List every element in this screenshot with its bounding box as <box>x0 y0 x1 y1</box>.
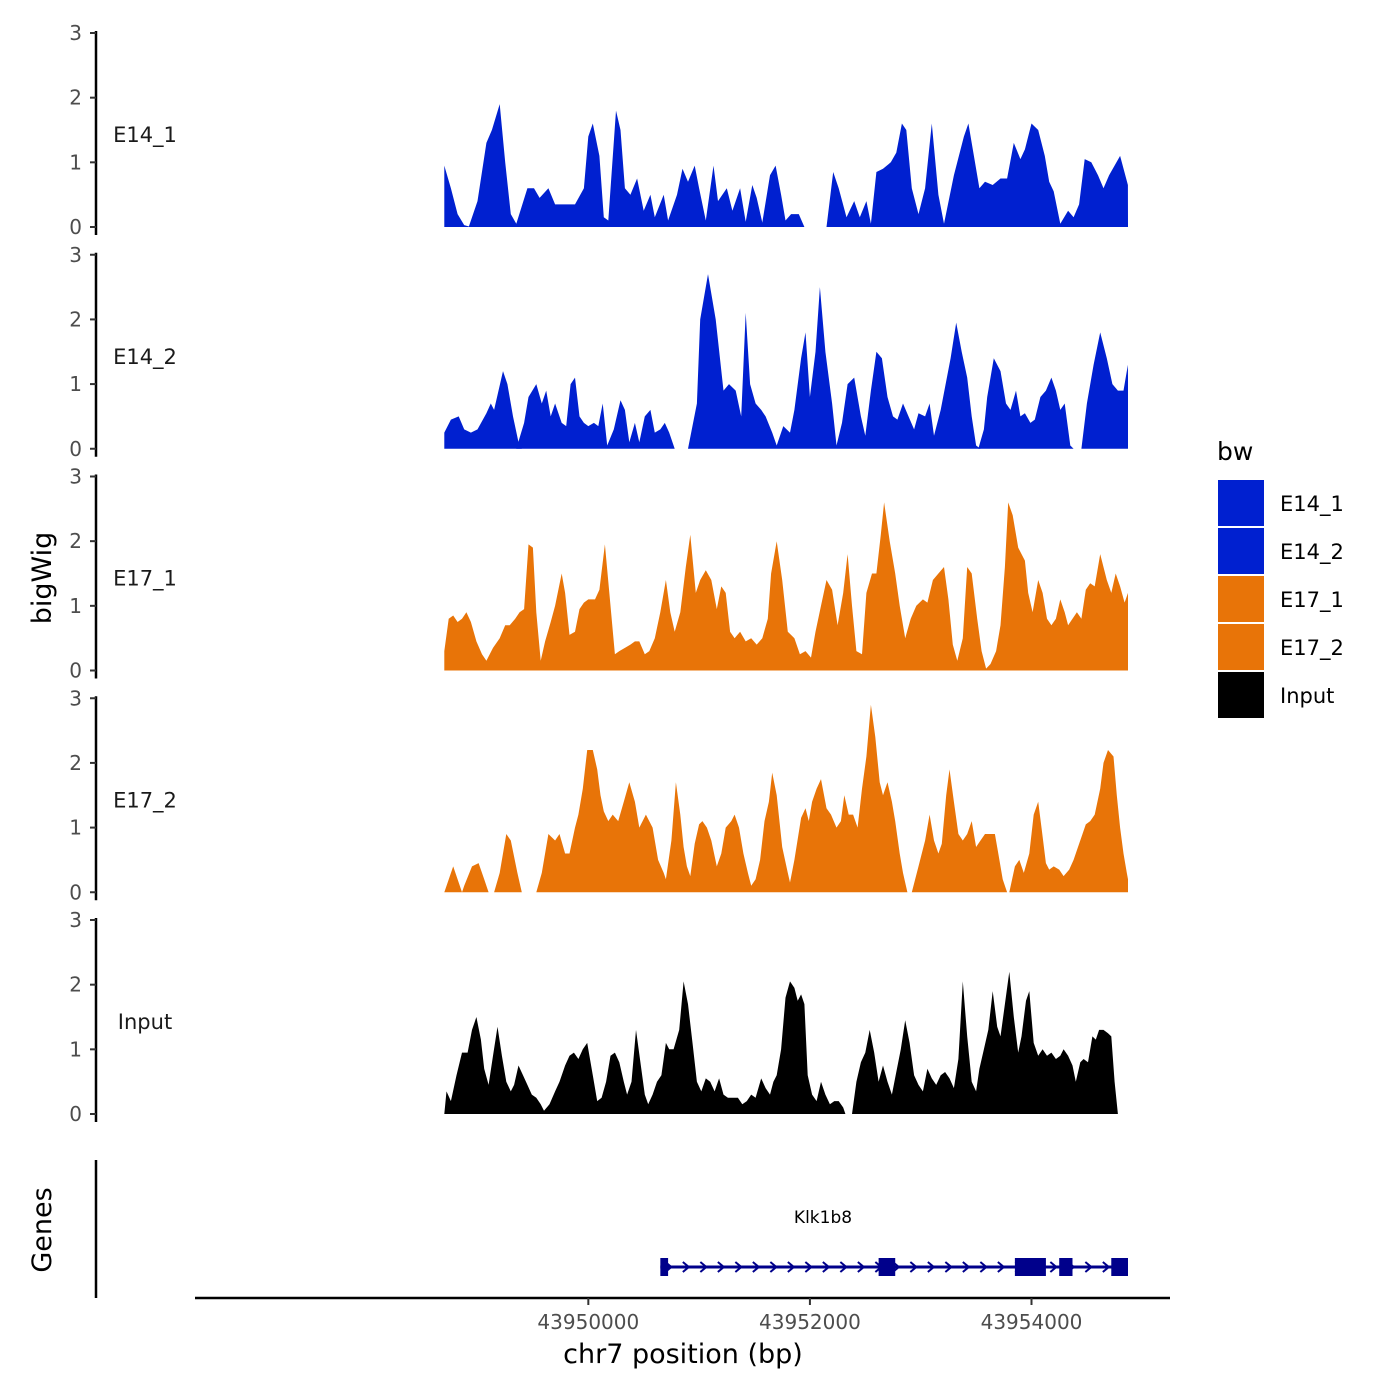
x-axis: chr7 position (bp) 43950000 43952000 43954… <box>195 1296 1170 1370</box>
strand-arrow <box>962 1261 971 1273</box>
strand-arrow <box>717 1261 726 1273</box>
gene-label: Klk1b8 <box>794 1208 852 1228</box>
y-tick-label: 0 <box>69 659 82 683</box>
y-tick-label: 3 <box>69 243 82 267</box>
y-tick-label: 2 <box>69 307 82 331</box>
area-E17_2 <box>536 704 908 893</box>
y-tick-label: 0 <box>69 437 82 461</box>
legend-label: Input <box>1280 684 1334 708</box>
legend: bw E14_1 E14_2 E17_1 E17_2 Input <box>1217 437 1344 718</box>
area-E17_2 <box>494 834 522 893</box>
track-E17_1: 0 1 2 3 E17_1 <box>69 465 1128 683</box>
track-label: E17_1 <box>113 567 177 592</box>
signal-tracks: 0 1 2 3 E14_1 0 1 2 3 E14_2 0 1 2 3 E17_1 0 1 2 3 E17_2 0 1 2 3… <box>69 21 1128 1126</box>
exon <box>1014 1258 1046 1276</box>
area-E17_2 <box>911 769 1008 893</box>
y-tick-label: 0 <box>69 880 82 904</box>
strand-arrow <box>1049 1261 1058 1273</box>
track-label: Input <box>118 1010 172 1034</box>
legend-label: E14_2 <box>1280 540 1344 565</box>
exon <box>660 1258 669 1276</box>
strand-arrow <box>699 1261 708 1273</box>
track-label: E14_1 <box>113 123 177 148</box>
legend-key-E14_2 <box>1218 528 1264 574</box>
track-label: E17_2 <box>113 788 177 813</box>
x-tick-label: 43952000 <box>759 1310 861 1334</box>
exon <box>1111 1258 1128 1276</box>
area-E14_1 <box>468 104 805 227</box>
legend-key-E14_1 <box>1218 480 1264 526</box>
strand-arrow <box>927 1261 936 1273</box>
y-tick-label: 1 <box>69 372 82 396</box>
track-label: E14_2 <box>113 345 177 370</box>
strand-arrow <box>769 1261 778 1273</box>
y-tick-label: 1 <box>69 1037 82 1061</box>
area-E14_2 <box>978 358 1074 449</box>
track-E14_2: 0 1 2 3 E14_2 <box>69 243 1128 461</box>
y-tick-label: 2 <box>69 973 82 997</box>
y-tick-label: 0 <box>69 215 82 239</box>
exon <box>1059 1258 1073 1276</box>
exon <box>878 1258 896 1276</box>
area-E17_2 <box>1009 750 1128 893</box>
strand-arrow <box>1102 1261 1111 1273</box>
legend-key-E17_1 <box>1218 576 1264 622</box>
genes-axis-title: Genes <box>27 1187 58 1272</box>
strand-arrow <box>944 1261 953 1273</box>
y-tick-label: 3 <box>69 908 82 932</box>
legend-title: bw <box>1217 437 1253 466</box>
y-axis-title: bigWig <box>27 532 58 625</box>
y-tick-label: 3 <box>69 686 82 710</box>
strand-arrow <box>804 1261 813 1273</box>
legend-key-Input <box>1218 672 1264 718</box>
legend-label: E17_2 <box>1280 636 1344 661</box>
track-Input: 0 1 2 3 Input <box>69 908 1118 1126</box>
x-tick-label: 43954000 <box>981 1310 1083 1334</box>
gene-panel: Genes Klk1b8 <box>27 1160 1128 1298</box>
y-tick-label: 1 <box>69 594 82 618</box>
y-tick-label: 1 <box>69 816 82 840</box>
area-E14_2 <box>516 377 675 449</box>
strand-arrow <box>682 1261 691 1273</box>
strand-arrow <box>909 1261 918 1273</box>
y-tick-label: 2 <box>69 86 82 110</box>
x-tick-label: 43950000 <box>537 1310 639 1334</box>
strand-arrow <box>979 1261 988 1273</box>
area-E17_1 <box>444 502 1128 671</box>
strand-arrow <box>734 1261 743 1273</box>
y-tick-label: 3 <box>69 21 82 45</box>
area-E17_2 <box>444 863 489 893</box>
strand-arrow <box>857 1261 866 1273</box>
area-E14_2 <box>444 371 522 449</box>
track-E17_2: 0 1 2 3 E17_2 <box>69 686 1128 904</box>
y-tick-label: 1 <box>69 150 82 174</box>
area-E14_2 <box>1081 332 1128 449</box>
y-tick-label: 3 <box>69 465 82 489</box>
x-axis-title: chr7 position (bp) <box>563 1339 803 1370</box>
strand-arrow <box>1084 1261 1093 1273</box>
gene-Klk1b8: Klk1b8 <box>660 1208 1128 1276</box>
gene-models: Klk1b8 <box>660 1208 1128 1276</box>
strand-arrow <box>839 1261 848 1273</box>
strand-arrow <box>787 1261 796 1273</box>
y-tick-label: 2 <box>69 751 82 775</box>
legend-label: E14_1 <box>1280 492 1344 517</box>
y-tick-label: 2 <box>69 529 82 553</box>
area-E14_1 <box>826 123 1128 227</box>
area-E14_2 <box>688 274 981 449</box>
area-E14_1 <box>444 165 471 227</box>
y-tick-label: 0 <box>69 1102 82 1126</box>
legend-label: E17_1 <box>1280 588 1344 613</box>
strand-arrow <box>997 1261 1006 1273</box>
track-E14_1: 0 1 2 3 E14_1 <box>69 21 1128 239</box>
strand-arrow <box>822 1261 831 1273</box>
area-Input <box>852 971 1118 1114</box>
legend-key-E17_2 <box>1218 624 1264 670</box>
strand-arrow <box>752 1261 761 1273</box>
area-Input <box>444 981 846 1114</box>
